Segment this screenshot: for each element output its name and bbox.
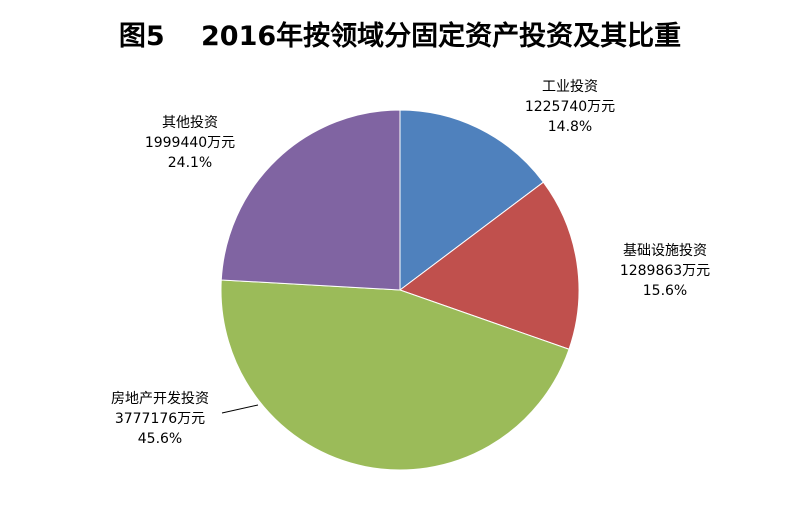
slice-name: 其他投资: [162, 115, 218, 131]
slice-label-其他投资: 其他投资 1999440万元 24.1%: [110, 113, 270, 173]
slice-name: 基础设施投资: [623, 243, 707, 259]
slice-percent: 14.8%: [547, 119, 593, 135]
slice-name: 工业投资: [542, 79, 598, 95]
slice-name: 房地产开发投资: [111, 391, 209, 407]
slice-percent: 24.1%: [167, 155, 213, 171]
slice-value: 1999440万元: [144, 135, 236, 151]
pie-slice-房地产开发投资: [220, 279, 570, 471]
pie-slice-基础设施投资: [398, 181, 580, 350]
pie-slice-其他投资: [220, 109, 401, 291]
slice-label-房地产开发投资: 房地产开发投资 3777176万元 45.6%: [80, 389, 240, 449]
slice-value: 1289863万元: [619, 263, 711, 279]
slice-label-基础设施投资: 基础设施投资 1289863万元 15.6%: [585, 241, 745, 301]
slice-value: 3777176万元: [114, 411, 206, 427]
pie-slice-工业投资: [399, 109, 545, 292]
slice-percent: 45.6%: [137, 431, 183, 447]
chart-title: 图5 2016年按领域分固定资产投资及其比重: [118, 21, 682, 52]
slice-value: 1225740万元: [524, 99, 616, 115]
slice-label-工业投资: 工业投资 1225740万元 14.8%: [490, 77, 650, 137]
slice-percent: 15.6%: [642, 283, 688, 299]
leader-line-房地产开发投资: [221, 404, 259, 414]
